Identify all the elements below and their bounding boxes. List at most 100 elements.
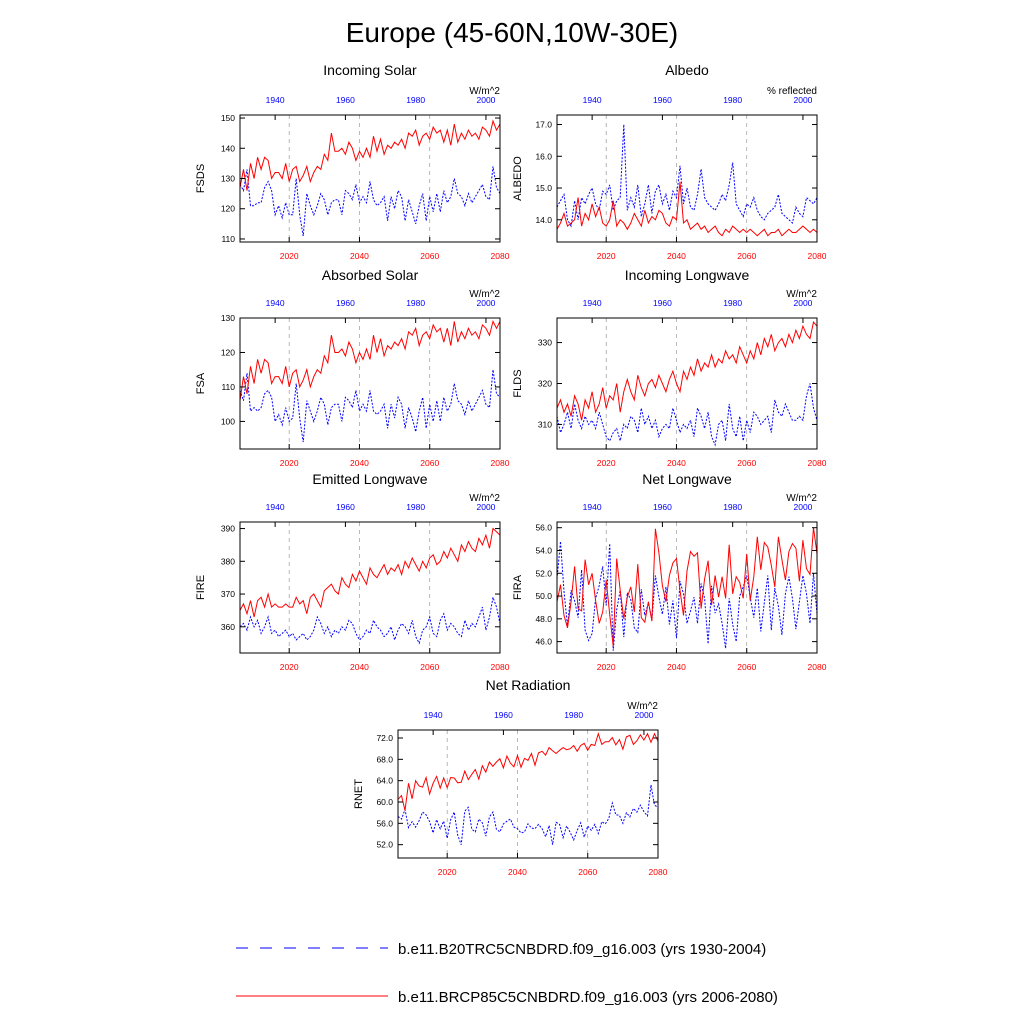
units-label: % reflected	[767, 86, 817, 97]
y-tick-label: 320	[538, 379, 552, 389]
panel-absorbed-solar: Absorbed Solar W/m^2 FSA 100 110 120 130 2020 20…	[195, 267, 510, 468]
panel-albedo: Albedo % reflected ALBEDO 14.0 15.0 16.0 17.0 2…	[512, 62, 827, 261]
x-tick-label-top: 1980	[406, 298, 425, 308]
x-tick-label-bottom: 2080	[491, 458, 510, 468]
x-tick-label-bottom: 2060	[420, 251, 439, 261]
y-tick-label: 150	[221, 113, 235, 123]
x-tick-label-top: 1980	[723, 502, 742, 512]
x-tick-label-bottom: 2040	[667, 458, 686, 468]
x-tick-label-bottom: 2060	[737, 458, 756, 468]
x-tick-label-bottom: 2060	[737, 662, 756, 672]
series-line-blue	[239, 166, 501, 237]
series-line-blue	[556, 383, 818, 447]
y-tick-label: 46.0	[535, 637, 552, 647]
x-tick-label-top: 2000	[476, 298, 495, 308]
x-tick-label-top: 1940	[424, 710, 443, 720]
x-tick-label-top: 1980	[406, 502, 425, 512]
legend-red-label: b.e11.BRCP85C5CNBDRD.f09_g16.003 (yrs 20…	[398, 989, 778, 1006]
y-tick-label: 310	[538, 419, 552, 429]
x-tick-label-top: 1940	[583, 95, 602, 105]
y-tick-label: 48.0	[535, 614, 552, 624]
x-tick-label-bottom: 2080	[491, 662, 510, 672]
panel-net-longwave: Net Longwave W/m^2 FIRA 46.0 48.0 50.0 52.0 54.…	[512, 471, 827, 672]
x-tick-label-top: 1960	[494, 710, 513, 720]
panel-incoming-solar: Incoming Solar W/m^2 FSDS 110 120 130 140 150 20…	[195, 62, 510, 261]
units-label: W/m^2	[786, 493, 817, 504]
legend: b.e11.B20TRC5CNBDRD.f09_g16.003 (yrs 193…	[236, 941, 778, 1006]
plot-frame	[556, 114, 818, 243]
x-tick-label-top: 1960	[653, 502, 672, 512]
y-tick-label: 14.0	[535, 215, 552, 225]
panel-title: Absorbed Solar	[322, 267, 419, 283]
plot-frame	[556, 521, 818, 654]
y-tick-label: 110	[221, 234, 235, 244]
panel-title: Albedo	[665, 62, 709, 78]
series-line-blue	[239, 595, 501, 645]
x-tick-label-bottom: 2060	[420, 662, 439, 672]
y-tick-label: 100	[221, 416, 235, 426]
x-tick-label-top: 1940	[266, 298, 285, 308]
x-tick-label-top: 1980	[564, 710, 583, 720]
x-tick-label-top: 2000	[634, 710, 653, 720]
panel-incoming-longwave: Incoming Longwave W/m^2 FLDS 310 320 330 2020 2…	[512, 267, 827, 468]
y-axis-label: RNET	[353, 779, 365, 809]
x-tick-label-bottom: 2040	[350, 662, 369, 672]
y-axis-label: FIRA	[512, 574, 524, 600]
x-tick-label-bottom: 2080	[491, 251, 510, 261]
x-tick-label-top: 1960	[653, 95, 672, 105]
x-tick-label-top: 2000	[793, 298, 812, 308]
x-tick-label-bottom: 2040	[508, 867, 527, 877]
y-tick-label: 15.0	[535, 183, 552, 193]
panel-net-radiation: Net Radiation W/m^2 RNET 52.0 56.0 60.0 64.0 68…	[353, 677, 668, 877]
page-title: Europe (45-60N,10W-30E)	[346, 17, 679, 48]
x-tick-label-top: 2000	[793, 95, 812, 105]
x-tick-label-bottom: 2060	[578, 867, 597, 877]
x-tick-label-bottom: 2020	[597, 251, 616, 261]
y-tick-label: 130	[221, 174, 235, 184]
plot-frame	[239, 317, 501, 450]
x-tick-label-top: 1960	[653, 298, 672, 308]
x-tick-label-bottom: 2020	[280, 458, 299, 468]
plot-frame	[556, 317, 818, 450]
units-label: W/m^2	[469, 86, 500, 97]
series-line-red	[397, 732, 659, 811]
y-tick-label: 130	[221, 313, 235, 323]
x-tick-label-bottom: 2080	[808, 251, 827, 261]
x-tick-label-bottom: 2020	[438, 867, 457, 877]
units-label: W/m^2	[627, 701, 658, 712]
y-tick-label: 330	[538, 338, 552, 348]
panel-title: Incoming Solar	[323, 62, 417, 78]
y-tick-label: 56.0	[376, 818, 393, 828]
panel-title: Net Longwave	[642, 471, 732, 487]
x-tick-label-top: 1960	[336, 502, 355, 512]
series-line-red	[239, 527, 501, 618]
y-tick-label: 60.0	[376, 797, 393, 807]
series-line-red	[239, 319, 501, 401]
y-axis-label: FSA	[195, 372, 207, 394]
y-tick-label: 17.0	[535, 120, 552, 130]
y-tick-label: 52.0	[535, 568, 552, 578]
x-tick-label-bottom: 2080	[808, 662, 827, 672]
y-axis-label: FSDS	[195, 164, 207, 193]
y-tick-label: 54.0	[535, 545, 552, 555]
x-tick-label-bottom: 2040	[350, 458, 369, 468]
units-label: W/m^2	[469, 493, 500, 504]
units-label: W/m^2	[469, 289, 500, 300]
y-tick-label: 370	[221, 589, 235, 599]
series-line-blue	[556, 124, 818, 228]
y-tick-label: 120	[221, 347, 235, 357]
x-tick-label-top: 2000	[476, 502, 495, 512]
y-tick-label: 140	[221, 143, 235, 153]
x-tick-label-top: 1980	[723, 95, 742, 105]
x-tick-label-bottom: 2020	[597, 458, 616, 468]
x-tick-label-top: 1940	[583, 502, 602, 512]
panel-title: Emitted Longwave	[312, 471, 427, 487]
x-tick-label-top: 2000	[793, 502, 812, 512]
series-line-red	[556, 321, 818, 421]
y-tick-label: 56.0	[535, 523, 552, 533]
plot-frame	[239, 521, 501, 654]
x-tick-label-top: 2000	[476, 95, 495, 105]
y-axis-label: FIRE	[195, 575, 207, 600]
y-axis-label: FLDS	[512, 369, 524, 397]
y-axis-label: ALBEDO	[512, 156, 524, 201]
